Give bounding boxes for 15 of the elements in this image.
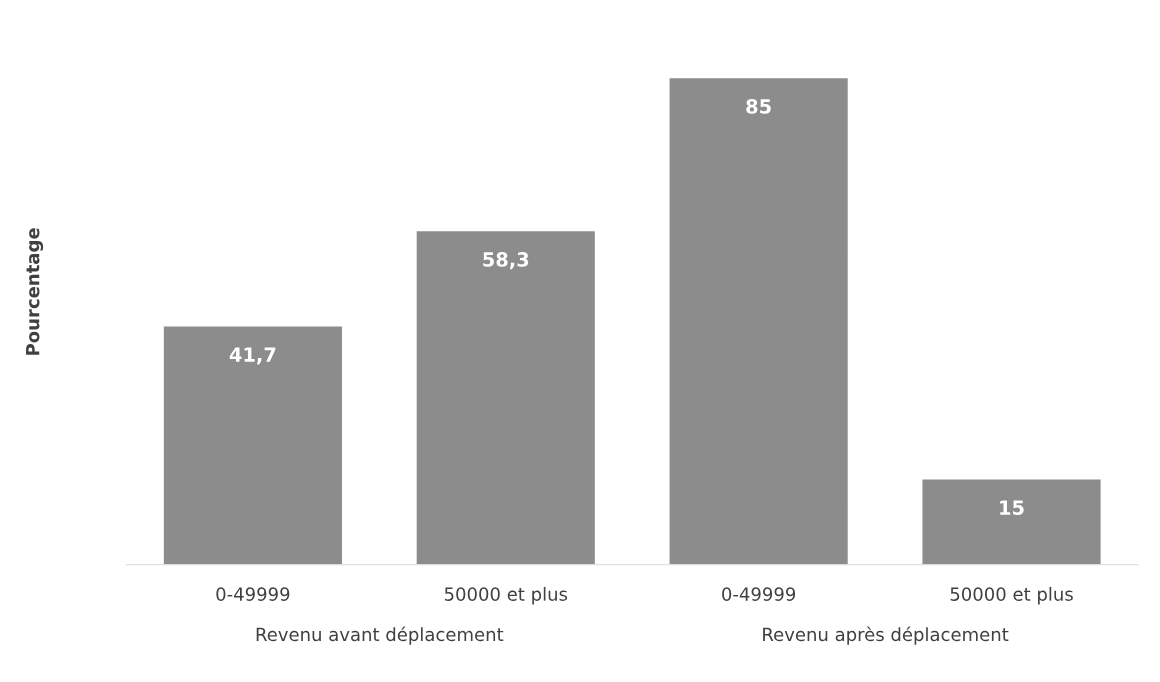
bar	[415, 229, 597, 565]
data-label: 15	[1000, 500, 1024, 515]
x-tick-label: 50000 et plus	[444, 586, 568, 605]
bar	[162, 325, 344, 565]
x-tick-label: 0-49999	[722, 587, 796, 601]
y-axis-title: Pourcentage	[26, 228, 44, 355]
x-tick-label: 50000 et plus	[950, 586, 1073, 605]
bar	[921, 478, 1102, 565]
bar	[668, 76, 850, 565]
data-label: 58,3	[483, 252, 529, 270]
text: Revenu avant déplacement	[256, 626, 504, 645]
x-tick-label: 0-49999	[216, 587, 290, 601]
text: Revenu après déplacement	[763, 626, 1009, 645]
data-label: 85	[746, 99, 771, 114]
data-label: 41,7	[229, 347, 276, 365]
